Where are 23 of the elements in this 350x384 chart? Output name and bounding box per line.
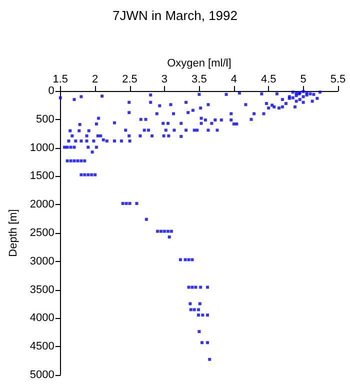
x-axis-title: Oxygen [ml/l] bbox=[167, 58, 232, 70]
y-tick-label: 0 bbox=[48, 85, 54, 97]
y-tick-label: 1000 bbox=[30, 142, 54, 154]
x-tick-label: 4.5 bbox=[260, 74, 276, 86]
x-tick-label: 2.5 bbox=[122, 74, 138, 86]
x-tick-label: 3 bbox=[161, 74, 168, 86]
x-tick-label: 5.5 bbox=[330, 74, 346, 86]
x-tick-label: 3.5 bbox=[192, 74, 207, 86]
x-tick-label: 5 bbox=[300, 74, 306, 86]
x-tick-label: 2 bbox=[92, 74, 98, 86]
y-tick-label: 4500 bbox=[30, 340, 54, 353]
y-tick-label: 3500 bbox=[30, 284, 54, 296]
chart-title: 7JWN in March, 1992 bbox=[112, 8, 238, 23]
x-tick-label: 4 bbox=[230, 74, 237, 86]
y-tick-label: 2000 bbox=[30, 198, 54, 211]
y-tick-label: 1500 bbox=[30, 170, 54, 182]
y-tick-label: 4000 bbox=[30, 312, 54, 324]
y-axis-title: Depth [m] bbox=[8, 209, 20, 257]
y-tick-label: 500 bbox=[36, 113, 54, 126]
y-tick-label: 5000 bbox=[30, 369, 54, 381]
x-tick-label: 1.5 bbox=[52, 74, 68, 86]
y-tick-label: 2500 bbox=[30, 227, 54, 239]
y-tick-label: 3000 bbox=[30, 255, 54, 268]
